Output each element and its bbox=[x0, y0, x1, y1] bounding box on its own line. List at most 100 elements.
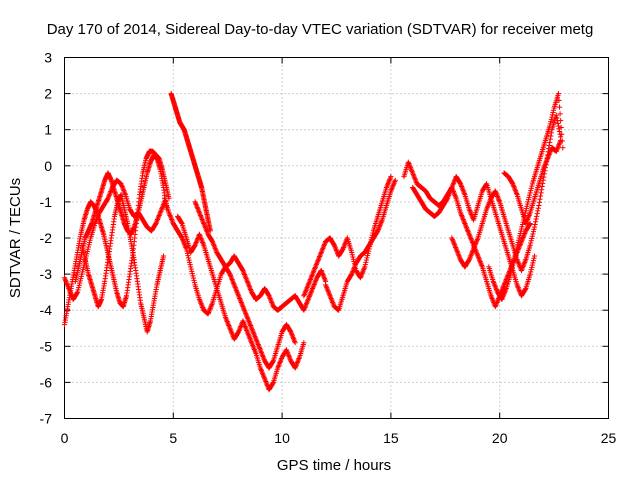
data-point bbox=[75, 287, 81, 293]
series-sat-g bbox=[175, 213, 307, 393]
data-point bbox=[531, 224, 538, 230]
data-point bbox=[190, 275, 197, 281]
data-point bbox=[532, 221, 538, 228]
series-sat-f bbox=[161, 195, 298, 371]
data-point bbox=[226, 270, 232, 276]
data-point bbox=[528, 240, 534, 246]
data-point bbox=[188, 264, 194, 270]
data-point bbox=[508, 269, 514, 275]
data-point bbox=[185, 252, 191, 259]
y-tick-label: 1 bbox=[44, 122, 52, 138]
data-point bbox=[535, 205, 541, 211]
data-point bbox=[188, 266, 194, 272]
data-point bbox=[548, 116, 554, 122]
data-point bbox=[527, 271, 533, 277]
data-point bbox=[363, 259, 369, 265]
series-sat-l bbox=[410, 174, 538, 299]
data-point bbox=[189, 271, 195, 277]
data-point bbox=[76, 285, 82, 291]
y-tick-label: 0 bbox=[44, 158, 52, 174]
data-point bbox=[388, 174, 394, 180]
data-point bbox=[547, 136, 553, 142]
data-point bbox=[526, 194, 532, 200]
data-point bbox=[529, 233, 535, 239]
data-point bbox=[78, 273, 84, 279]
x-axis-label: GPS time / hours bbox=[277, 457, 391, 474]
data-point bbox=[187, 262, 193, 268]
data-point bbox=[523, 206, 529, 212]
data-point bbox=[530, 229, 537, 235]
data-point bbox=[528, 188, 534, 194]
series-sat-h bbox=[192, 199, 329, 313]
data-point bbox=[270, 359, 276, 365]
data-point bbox=[547, 121, 553, 127]
data-point bbox=[152, 221, 158, 228]
data-point bbox=[533, 219, 539, 225]
data-point bbox=[515, 239, 521, 246]
data-point bbox=[559, 131, 565, 137]
data-point bbox=[191, 243, 198, 249]
data-point bbox=[349, 252, 355, 258]
data-point bbox=[555, 123, 562, 129]
data-point bbox=[536, 199, 543, 205]
data-point bbox=[104, 196, 111, 202]
data-point bbox=[547, 123, 553, 129]
data-point bbox=[550, 107, 557, 113]
data-point bbox=[517, 233, 523, 239]
data-point bbox=[556, 97, 562, 103]
data-point bbox=[187, 259, 193, 265]
data-point bbox=[529, 262, 535, 268]
data-point bbox=[87, 237, 93, 243]
data-point bbox=[558, 118, 564, 124]
data-point bbox=[528, 185, 534, 191]
data-point bbox=[534, 213, 540, 219]
data-point bbox=[527, 242, 533, 248]
y-tick-label: -5 bbox=[40, 338, 53, 354]
data-point bbox=[191, 277, 197, 284]
data-point bbox=[364, 252, 371, 259]
data-point bbox=[524, 203, 530, 210]
data-point bbox=[186, 257, 192, 263]
data-point bbox=[527, 190, 533, 196]
data-point bbox=[178, 234, 185, 240]
data-point bbox=[80, 266, 86, 273]
x-tick-label: 5 bbox=[169, 430, 177, 446]
data-point bbox=[529, 264, 535, 270]
y-tick-label: -4 bbox=[40, 302, 53, 318]
data-point bbox=[374, 229, 380, 235]
data-point bbox=[548, 118, 554, 125]
data-point bbox=[518, 226, 525, 232]
data-point bbox=[265, 292, 272, 298]
data-point bbox=[86, 242, 92, 248]
data-point bbox=[507, 271, 514, 277]
data-point bbox=[556, 128, 563, 135]
data-point bbox=[549, 114, 555, 120]
data-point bbox=[557, 111, 563, 117]
data-point bbox=[85, 244, 92, 250]
chart-title: Day 170 of 2014, Sidereal Day-to-day VTE… bbox=[47, 21, 594, 38]
series-sat-e bbox=[168, 91, 213, 234]
data-point bbox=[535, 208, 541, 214]
data-point bbox=[550, 109, 556, 116]
data-point bbox=[74, 289, 81, 295]
data-point bbox=[79, 271, 85, 277]
data-point bbox=[339, 247, 346, 253]
data-point bbox=[533, 216, 539, 222]
x-tick-label: 0 bbox=[61, 430, 69, 446]
data-point bbox=[348, 272, 354, 278]
data-point bbox=[362, 262, 368, 268]
data-point bbox=[528, 266, 534, 273]
data-point bbox=[537, 196, 543, 202]
data-points bbox=[61, 91, 566, 393]
data-point bbox=[522, 286, 528, 293]
data-point bbox=[78, 276, 84, 282]
data-point bbox=[349, 249, 355, 256]
data-point bbox=[515, 242, 521, 248]
data-point bbox=[527, 192, 533, 198]
data-point bbox=[184, 250, 191, 256]
data-point bbox=[530, 231, 536, 237]
series-sat-o bbox=[501, 137, 564, 227]
data-point bbox=[287, 328, 293, 334]
data-point bbox=[160, 253, 167, 259]
